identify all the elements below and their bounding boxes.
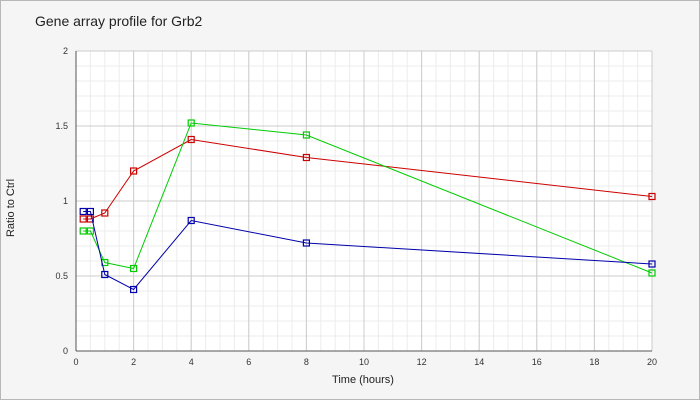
series-3-point bbox=[130, 285, 138, 294]
series-1-point bbox=[101, 209, 109, 217]
x-axis-label: Time (hours) bbox=[332, 374, 394, 386]
series-3-point bbox=[79, 207, 87, 216]
x-tick-label: 6 bbox=[246, 357, 251, 367]
series-3-point bbox=[187, 216, 195, 225]
series-line-2 bbox=[83, 122, 653, 274]
x-tick-label: 18 bbox=[589, 357, 599, 367]
y-tick-label: 1 bbox=[63, 196, 68, 206]
series-3-point bbox=[86, 207, 95, 216]
x-tick-label: 20 bbox=[647, 357, 657, 367]
series-2-point bbox=[187, 119, 195, 127]
x-tick-label: 0 bbox=[73, 357, 78, 367]
x-tick-label: 4 bbox=[189, 357, 194, 367]
y-tick-label: 2 bbox=[63, 46, 68, 56]
series-2-point bbox=[79, 227, 87, 235]
series-1-point bbox=[187, 135, 195, 144]
series-3-point bbox=[648, 260, 656, 268]
chart-title: Gene array profile for Grb2 bbox=[35, 13, 203, 29]
series-2-point bbox=[302, 131, 310, 139]
series-1-point bbox=[302, 153, 310, 162]
x-tick-label: 12 bbox=[417, 357, 427, 367]
series-3-point bbox=[101, 270, 109, 279]
x-tick-label: 10 bbox=[359, 357, 369, 367]
series-line-3 bbox=[83, 211, 653, 291]
series-line-1 bbox=[83, 138, 653, 220]
x-tick-label: 14 bbox=[474, 357, 484, 367]
y-tick-label: 0 bbox=[63, 346, 68, 356]
y-tick-label: 0.5 bbox=[55, 271, 68, 281]
series-2-point bbox=[648, 269, 656, 277]
series-1-point bbox=[648, 192, 656, 201]
x-tick-label: 16 bbox=[532, 357, 542, 367]
series-3-point bbox=[302, 239, 310, 247]
series-2-point bbox=[86, 227, 95, 235]
x-tick-label: 8 bbox=[304, 357, 309, 367]
series-2-point bbox=[130, 264, 138, 273]
series-1-point bbox=[79, 215, 87, 223]
series-1-point bbox=[86, 215, 95, 223]
y-tick-label: 1.5 bbox=[55, 121, 68, 131]
series-1-point bbox=[130, 167, 138, 175]
x-tick-label: 2 bbox=[131, 357, 136, 367]
